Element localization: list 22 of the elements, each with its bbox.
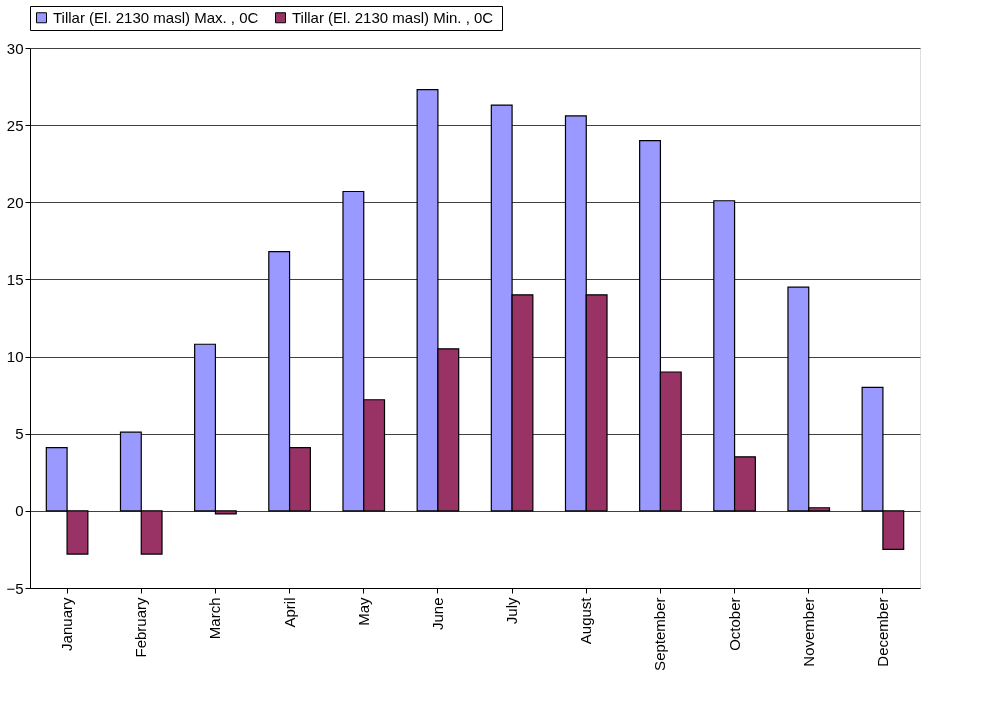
x-tick-label: August [577, 596, 595, 645]
y-tick-label: 20 [6, 193, 24, 211]
x-tick-label: April [280, 597, 298, 628]
y-tick-label: 30 [6, 39, 24, 57]
y-tick-label: −5 [6, 579, 24, 597]
legend-label: Tillar (El. 2130 masl) Min. , 0C [292, 8, 494, 26]
x-tick-label: September [651, 597, 669, 671]
x-tick-label: May [354, 597, 372, 626]
y-tick-label: 0 [15, 502, 24, 520]
y-tick-label: 25 [6, 116, 24, 134]
x-tick-label: November [799, 597, 817, 667]
x-tick-label: July [503, 597, 521, 625]
legend-label: Tillar (El. 2130 masl) Max. , 0C [53, 8, 259, 26]
x-tick-label: February [132, 597, 150, 658]
x-tick-label: December [873, 597, 891, 667]
y-tick-label: 5 [15, 425, 24, 443]
x-tick-label: January [58, 597, 76, 651]
x-tick-label: October [725, 597, 743, 651]
x-tick-label: June [428, 597, 446, 631]
y-tick-label: 10 [6, 348, 24, 366]
x-tick-label: March [206, 597, 224, 640]
y-tick-label: 15 [6, 270, 24, 288]
